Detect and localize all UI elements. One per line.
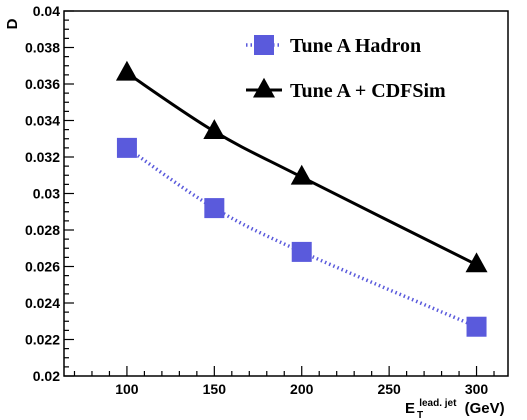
x-tick-label: 300 [465,381,489,397]
legend-label: Tune A + CDFSim [290,80,446,102]
series-2 [115,60,488,273]
y-tick-label: 0.02 [33,368,60,384]
x-axis-title-subscript: T [417,410,423,420]
y-axis: 0.02 0.022 0.024 0.026 0.028 0.03 0.032 0.034 0.… [25,3,74,384]
legend-label: Tune A Hadron [290,35,421,57]
legend-item-1: Tune A Hadron [246,35,421,57]
legend-item-2: Tune A + CDFSim [246,77,446,102]
x-axis-title: E lead. jet (GeV) [405,393,505,417]
y-tick-label: 0.032 [25,149,60,165]
series-line [126,71,478,267]
data-point [116,137,137,158]
series-1 [116,137,487,337]
x-axis-title-unit: (GeV) [465,400,505,417]
legend: Tune A Hadron Tune A + CDFSim [246,35,446,102]
y-axis-title: D [4,18,21,29]
y-tick-label: 0.026 [25,259,60,275]
y-tick-label: 0.04 [33,3,60,19]
x-axis: 100 150 200 250 300 [73,366,495,397]
y-tick-label: 0.038 [25,40,60,56]
series-line [125,146,478,329]
x-tick-label: 100 [115,381,139,397]
data-point [203,119,226,139]
data-point [466,316,487,337]
x-axis-title-base: E [405,400,415,417]
x-axis-title-superscript: lead. jet [419,398,457,409]
y-tick-label: 0.022 [25,332,60,348]
y-tick-label: 0.036 [25,76,60,92]
data-point [290,164,313,185]
y-tick-label: 0.034 [25,113,60,129]
y-tick-label: 0.024 [25,295,60,311]
x-tick-label: 250 [377,381,401,397]
series-layer [115,60,488,337]
data-point [465,252,488,273]
data-point [204,198,225,219]
x-tick-label: 200 [290,381,314,397]
x-tick-label: 150 [203,381,227,397]
legend-marker [253,77,275,98]
data-point [291,241,312,262]
y-tick-label: 0.03 [33,186,60,202]
y-tick-label: 0.028 [25,222,60,238]
legend-marker [254,35,274,55]
data-point [115,60,138,81]
